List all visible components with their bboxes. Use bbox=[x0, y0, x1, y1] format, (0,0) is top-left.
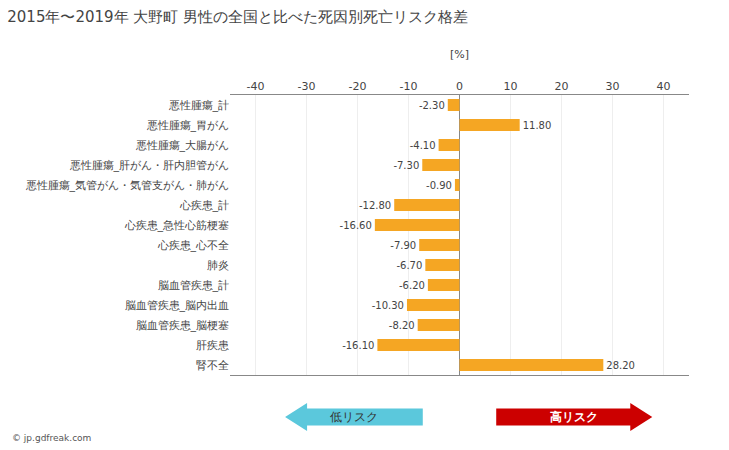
svg-text:-40: -40 bbox=[247, 80, 265, 93]
svg-text:-7.90: -7.90 bbox=[390, 240, 416, 251]
svg-text:-0.90: -0.90 bbox=[426, 180, 452, 191]
svg-text:悪性腫瘍_計: 悪性腫瘍_計 bbox=[168, 99, 230, 112]
svg-text:悪性腫瘍_胃がん: 悪性腫瘍_胃がん bbox=[146, 119, 230, 132]
svg-text:0: 0 bbox=[456, 80, 463, 93]
svg-text:11.80: 11.80 bbox=[523, 120, 552, 131]
svg-text:悪性腫瘍_気管がん・気管支がん・肺がん: 悪性腫瘍_気管がん・気管支がん・肺がん bbox=[25, 179, 230, 192]
svg-text:20: 20 bbox=[555, 80, 569, 93]
svg-text:-10.30: -10.30 bbox=[372, 300, 404, 311]
svg-text:-20: -20 bbox=[349, 80, 367, 93]
svg-text:-16.60: -16.60 bbox=[340, 220, 372, 231]
svg-text:30: 30 bbox=[606, 80, 620, 93]
svg-text:28.20: 28.20 bbox=[606, 360, 635, 371]
svg-text:-4.10: -4.10 bbox=[410, 140, 436, 151]
svg-text:40: 40 bbox=[657, 80, 671, 93]
svg-text:-6.70: -6.70 bbox=[396, 260, 422, 271]
svg-text:-2.30: -2.30 bbox=[419, 100, 445, 111]
svg-text:-12.80: -12.80 bbox=[359, 200, 391, 211]
svg-text:-16.10: -16.10 bbox=[342, 340, 374, 351]
svg-text:腎不全: 腎不全 bbox=[196, 359, 229, 372]
svg-text:悪性腫瘍_肝がん・肝内胆管がん: 悪性腫瘍_肝がん・肝内胆管がん bbox=[69, 159, 230, 172]
svg-text:肺炎: 肺炎 bbox=[207, 259, 229, 272]
svg-text:脳血管疾患_計: 脳血管疾患_計 bbox=[158, 279, 230, 292]
svg-text:2015年〜2019年 大野町 男性の全国と比べた死因別死亡: 2015年〜2019年 大野町 男性の全国と比べた死因別死亡リスク格差 bbox=[7, 8, 468, 26]
svg-text:悪性腫瘍_大腸がん: 悪性腫瘍_大腸がん bbox=[135, 139, 230, 152]
svg-text:高リスク: 高リスク bbox=[550, 410, 598, 424]
svg-text:[%]: [%] bbox=[450, 48, 469, 61]
svg-text:脳血管疾患_脳内出血: 脳血管疾患_脳内出血 bbox=[125, 299, 230, 312]
svg-text:脳血管疾患_脳梗塞: 脳血管疾患_脳梗塞 bbox=[136, 319, 230, 332]
svg-text:肝疾患: 肝疾患 bbox=[196, 339, 229, 352]
svg-text:-30: -30 bbox=[298, 80, 316, 93]
svg-text:10: 10 bbox=[504, 80, 518, 93]
svg-text:心疾患_心不全: 心疾患_心不全 bbox=[157, 239, 230, 252]
svg-text:心疾患_計: 心疾患_計 bbox=[179, 199, 230, 212]
svg-text:-10: -10 bbox=[400, 80, 418, 93]
svg-text:© jp.gdfreak.com: © jp.gdfreak.com bbox=[12, 433, 91, 443]
svg-text:心疾患_急性心筋梗塞: 心疾患_急性心筋梗塞 bbox=[124, 219, 230, 232]
svg-text:低リスク: 低リスク bbox=[330, 410, 378, 424]
svg-text:-6.20: -6.20 bbox=[399, 280, 425, 291]
svg-text:-7.30: -7.30 bbox=[393, 160, 419, 171]
svg-text:-8.20: -8.20 bbox=[389, 320, 415, 331]
